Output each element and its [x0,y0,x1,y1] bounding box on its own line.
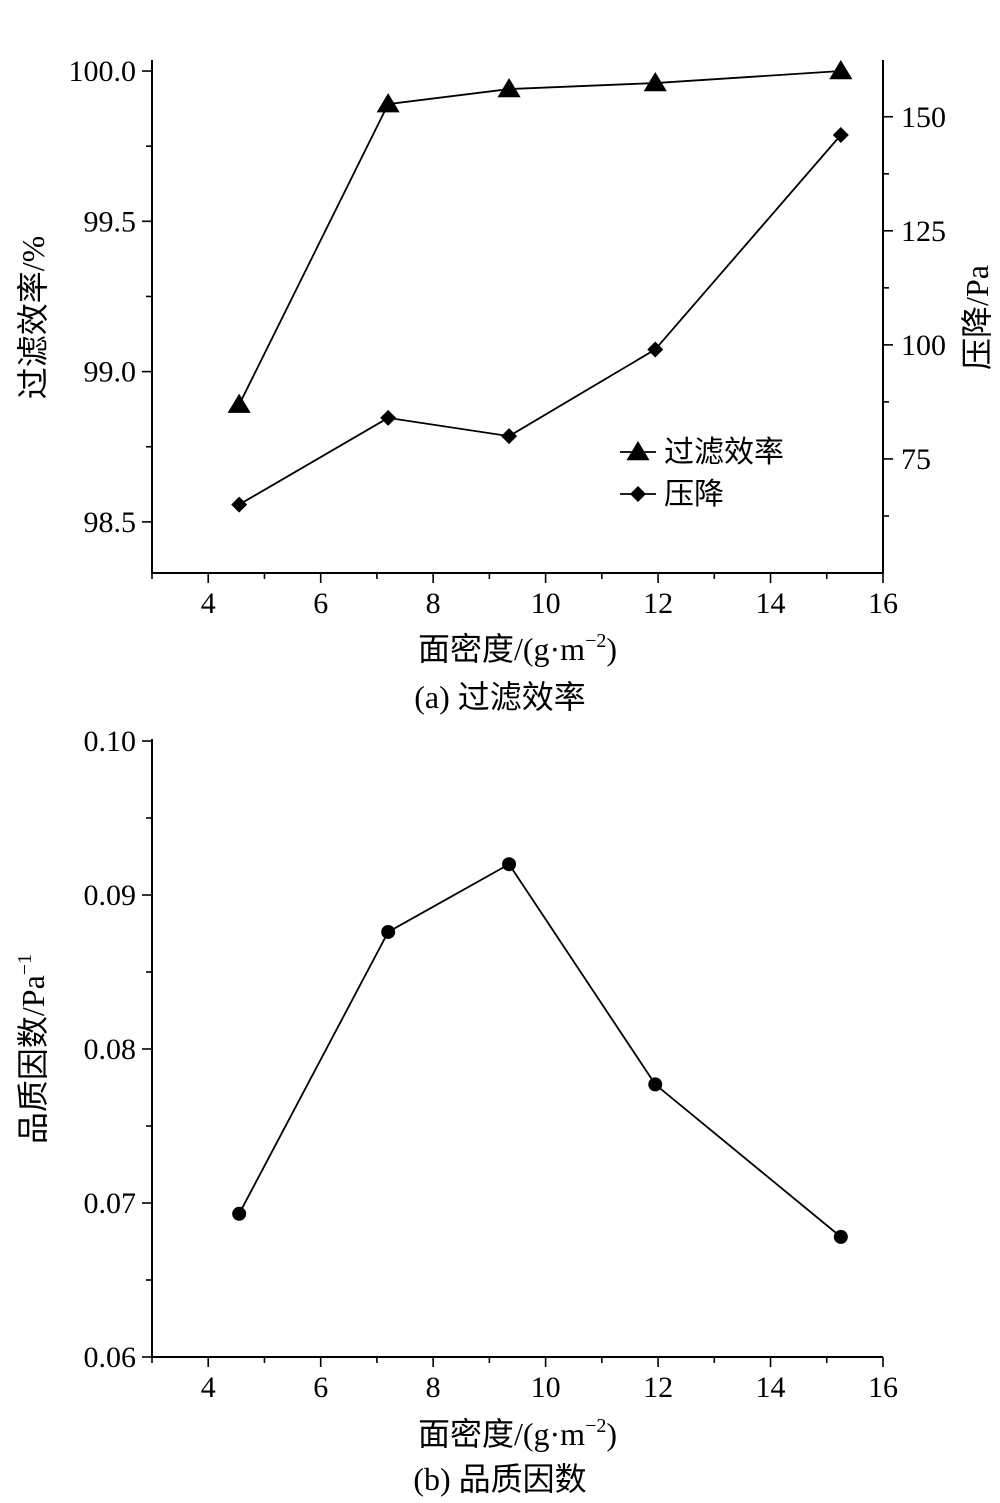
x-tick-label: 4 [201,587,216,620]
y-tick-label: 0.06 [84,1341,137,1374]
y-axis-title-main: 品质因数/Pa [15,975,51,1144]
y2-tick-label: 125 [901,215,946,248]
data-point-diamond [231,496,248,513]
data-point-circle [648,1077,663,1092]
x-tick-label: 6 [313,1371,328,1404]
x-tick-label: 16 [868,1371,898,1404]
x-tick-label: 10 [531,1371,561,1404]
legend-marker-triangle [626,441,650,461]
y-axis-title-main: 过滤效率/% [15,236,51,400]
x-axis-title-tail: ) [606,631,617,667]
y-tick-label: 0.08 [84,1033,137,1066]
y-tick-label: 0.10 [84,725,137,758]
series-line-triangle [238,70,841,406]
x-axis-title: 面密度/(g·m−2) [418,630,617,667]
x-tick-label: 6 [313,587,328,620]
data-point-circle [232,1206,247,1221]
y-tick-label: 100.0 [69,55,137,88]
data-point-triangle [227,393,251,413]
x-tick-label: 16 [868,587,898,620]
x-axis-title: 面密度/(g·m−2) [418,1415,617,1452]
y2-axis-title: 压降/Pa [959,265,995,370]
x-axis-title-tail: ) [606,1416,617,1452]
y-tick-label: 0.07 [84,1187,137,1220]
x-axis-title-sup: −2 [585,630,606,652]
y2-tick-label: 100 [901,329,946,362]
x-tick-label: 4 [201,1371,216,1404]
x-axis-title-sup: −2 [585,1415,606,1437]
data-point-circle [502,857,517,872]
y-tick-label: 98.5 [84,506,137,539]
figure-caption: (b) 品质因数 [413,1461,586,1497]
data-point-diamond [832,127,849,143]
data-point-triangle [376,93,400,113]
data-point-circle [833,1229,848,1244]
y-tick-label: 0.09 [84,879,137,912]
data-point-triangle [643,72,667,92]
y-axis-title: 品质因数/Pa−1 [14,954,51,1144]
data-point-diamond [380,409,397,426]
y-tick-label: 99.5 [84,205,137,238]
x-tick-label: 8 [426,587,441,620]
y-axis-title: 过滤效率/% [15,236,51,400]
legend-label: 过滤效率 [664,436,784,469]
x-tick-label: 14 [756,587,786,620]
data-point-diamond [501,428,518,445]
data-point-triangle [829,60,853,80]
x-tick-label: 12 [643,1371,673,1404]
x-axis-title-main: 面密度/(g·m [418,1416,585,1452]
x-tick-label: 14 [756,1371,786,1404]
chart-panel-a: 4 6 8 10 12 14 16 98.5 99.0 99.5 100.0 75 100 125 150 面… [15,55,995,715]
legend-marker-diamond [630,486,646,502]
x-axis-title-main: 面密度/(g·m [418,631,585,667]
y2-tick-label: 150 [901,101,946,134]
series-line-circle [238,863,842,1238]
y-axis-title-sup: −1 [14,954,36,975]
y-tick-label: 99.0 [84,356,137,389]
x-tick-label: 10 [531,587,561,620]
figure-caption: (a) 过滤效率 [414,679,586,715]
x-tick-label: 8 [426,1371,441,1404]
legend-label: 压降 [664,478,724,511]
data-point-circle [381,924,396,939]
data-point-diamond [647,341,664,358]
x-tick-label: 12 [643,587,673,620]
chart-panel-b: 4 6 8 10 12 14 160.060.070.080.090.10面密度/(g·m−… [14,725,898,1497]
y2-tick-label: 75 [901,443,931,476]
data-point-triangle [497,78,521,98]
